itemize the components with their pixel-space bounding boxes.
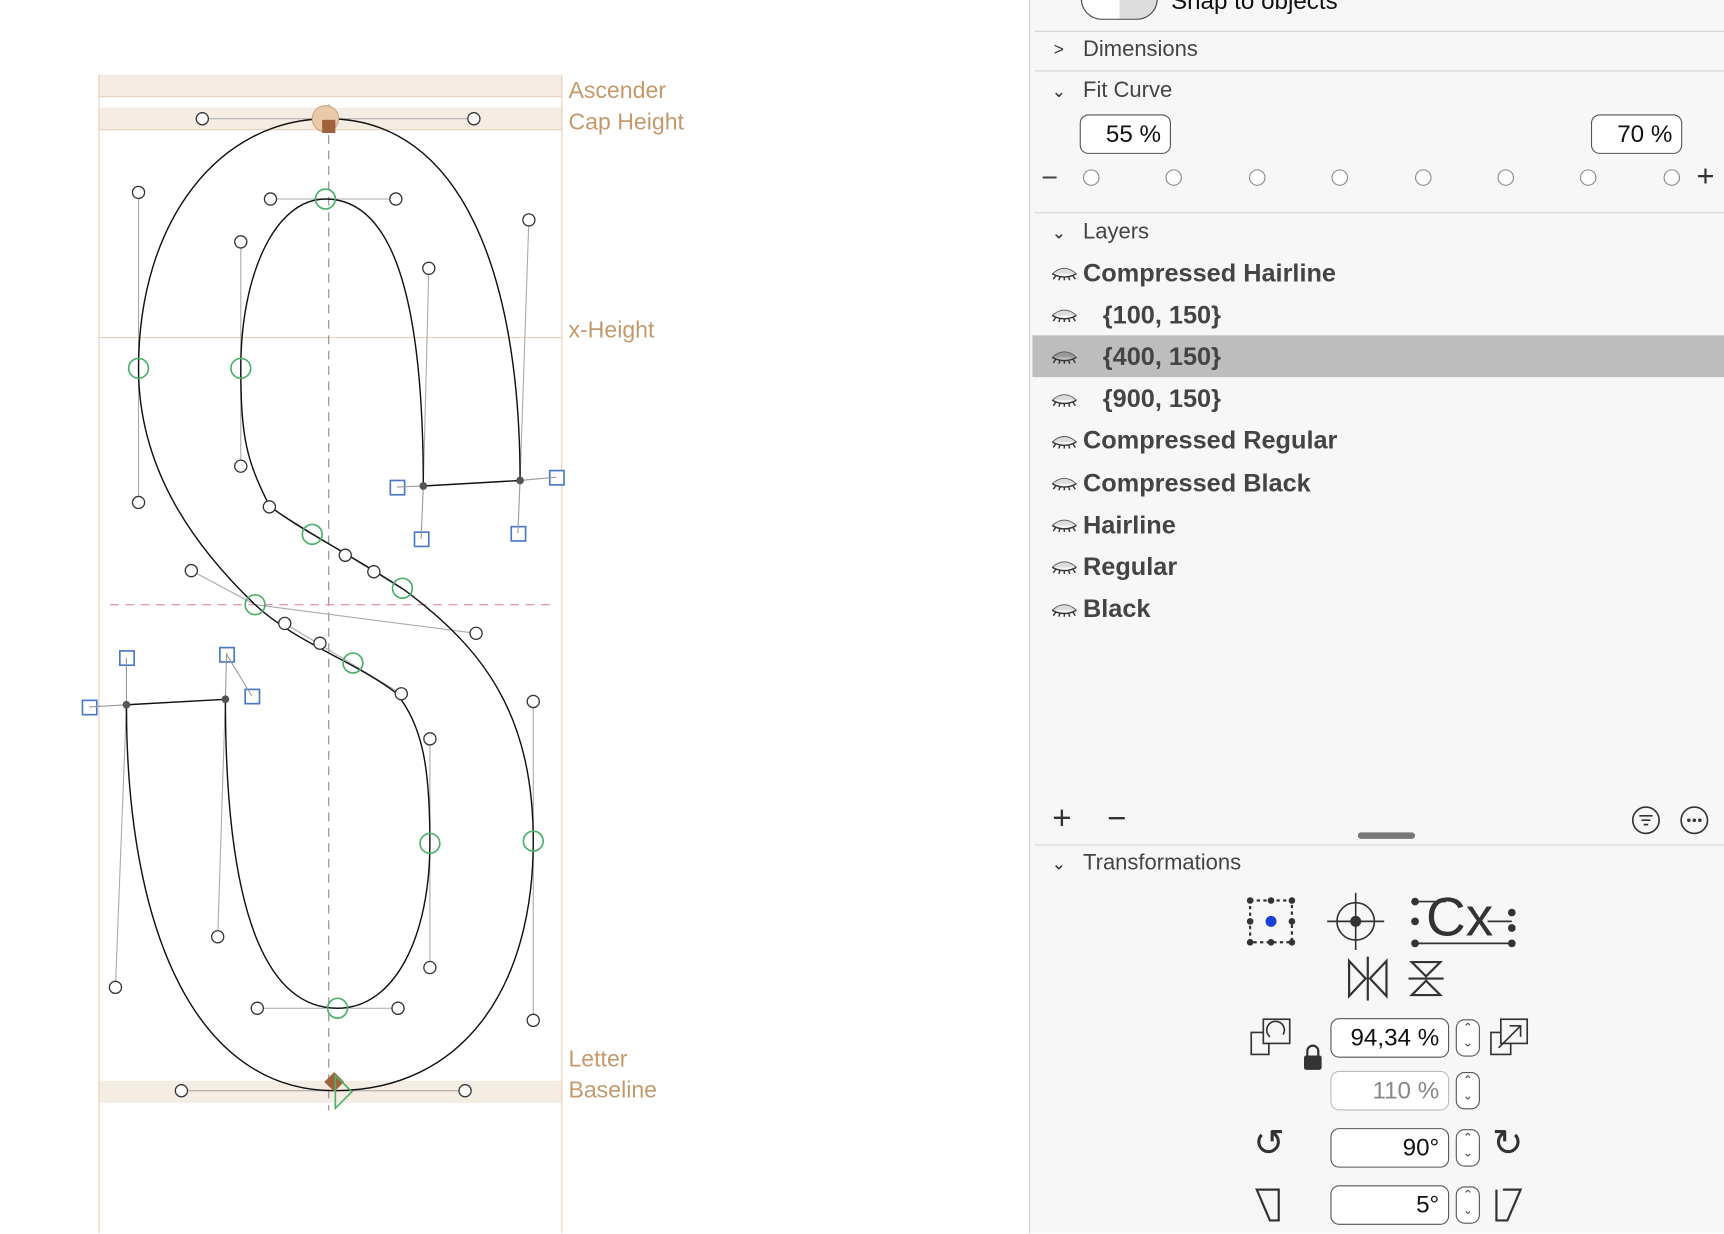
- lock-icon[interactable]: [1303, 1044, 1323, 1071]
- scale-down-icon[interactable]: [1250, 1017, 1292, 1057]
- fit-curve-max-field[interactable]: 70 %: [1590, 114, 1683, 154]
- layer-item[interactable]: Compressed Hairline: [1032, 252, 1724, 294]
- chevron-down-icon: ⌄: [1051, 81, 1067, 101]
- ascender-label: Ascender: [568, 78, 666, 104]
- snap-toggle[interactable]: [1080, 0, 1158, 20]
- baseline-label: Baseline: [568, 1077, 658, 1103]
- fit-curve-step[interactable]: [1083, 169, 1100, 186]
- rotate-cw-icon[interactable]: ↻: [1492, 1122, 1524, 1165]
- remove-layer-button[interactable]: −: [1107, 800, 1127, 837]
- layer-item[interactable]: {900, 150}: [1032, 378, 1724, 420]
- layer-name: {400, 150}: [1102, 341, 1221, 371]
- fit-curve-minus-button[interactable]: −: [1041, 160, 1058, 194]
- layer-name: Compressed Regular: [1083, 425, 1338, 455]
- baseline-band: [98, 1080, 562, 1103]
- rotate-field[interactable]: 90°: [1330, 1128, 1450, 1168]
- section-label: Fit Curve: [1083, 78, 1173, 103]
- fit-curve-step[interactable]: [1663, 169, 1680, 186]
- eye-closed-icon[interactable]: [1050, 433, 1079, 449]
- more-options-icon[interactable]: [1680, 806, 1709, 835]
- fit-curve-min-field[interactable]: 55 %: [1079, 114, 1171, 154]
- scale-x-field[interactable]: 94,34 %: [1330, 1018, 1450, 1058]
- layer-item[interactable]: {100, 150}: [1032, 294, 1724, 336]
- fit-curve-step[interactable]: [1580, 169, 1597, 186]
- eye-closed-icon[interactable]: [1050, 265, 1079, 281]
- scale-y-field[interactable]: 110 %: [1330, 1070, 1450, 1111]
- section-fit-curve[interactable]: ⌄ Fit Curve: [1050, 78, 1172, 103]
- eye-closed-icon[interactable]: [1050, 475, 1079, 491]
- section-layers[interactable]: ⌄ Layers: [1050, 220, 1149, 245]
- slant-stepper[interactable]: ⌃ ⌄: [1455, 1186, 1480, 1224]
- layer-item[interactable]: Regular: [1032, 546, 1724, 588]
- eye-closed-icon[interactable]: [1050, 349, 1079, 365]
- fit-curve-step[interactable]: [1414, 169, 1432, 186]
- chevron-right-icon: >: [1053, 40, 1064, 59]
- scale-x-stepper[interactable]: ⌃ ⌄: [1455, 1019, 1480, 1057]
- on-curve-nodes: [127, 188, 544, 1019]
- scale-up-icon[interactable]: [1490, 1017, 1530, 1057]
- metrics-icon-text: Cx: [1426, 886, 1494, 948]
- layer-item[interactable]: Compressed Regular: [1032, 420, 1724, 462]
- inspector-panel: Snap to objects > Dimensions ⌄ Fit Curve 5…: [1029, 0, 1724, 1234]
- chevron-down-icon: ⌄: [1051, 854, 1067, 874]
- layer-name: Compressed Black: [1083, 467, 1311, 497]
- layer-item[interactable]: Hairline: [1032, 504, 1724, 546]
- layer-name: Black: [1083, 593, 1151, 623]
- fit-curve-step[interactable]: [1497, 169, 1515, 186]
- chevron-down-icon: ⌄: [1051, 223, 1067, 243]
- layer-item[interactable]: Compressed Black: [1032, 462, 1724, 504]
- slant-left-icon[interactable]: [1255, 1187, 1286, 1222]
- fit-curve-step[interactable]: [1331, 169, 1349, 186]
- eye-closed-icon[interactable]: [1050, 391, 1079, 407]
- layer-name: {100, 150}: [1102, 299, 1221, 329]
- slant-field[interactable]: 5°: [1330, 1185, 1450, 1225]
- slant-right-icon[interactable]: [1492, 1187, 1523, 1222]
- resize-handle[interactable]: [1357, 832, 1416, 839]
- rotate-ccw-icon[interactable]: ↺: [1253, 1122, 1285, 1165]
- rotate-stepper[interactable]: ⌃ ⌄: [1455, 1129, 1480, 1167]
- section-label: Layers: [1083, 219, 1150, 245]
- eye-closed-icon[interactable]: [1050, 601, 1079, 617]
- letter-label: Letter: [568, 1046, 628, 1073]
- snap-label: Snap to objects: [1170, 0, 1338, 15]
- layer-name: {900, 150}: [1102, 383, 1221, 413]
- transform-origin-icon[interactable]: [1246, 896, 1297, 947]
- fit-curve-plus-button[interactable]: +: [1696, 158, 1715, 193]
- layer-name: Hairline: [1083, 509, 1176, 539]
- eye-closed-icon[interactable]: [1050, 307, 1079, 323]
- fit-curve-step[interactable]: [1248, 169, 1266, 186]
- section-transformations[interactable]: ⌄ Transformations: [1050, 851, 1241, 876]
- layer-name: Regular: [1083, 551, 1178, 581]
- layer-name: Compressed Hairline: [1083, 257, 1336, 287]
- cap-height-label: Cap Height: [568, 109, 684, 136]
- glyph-canvas[interactable]: Ascender Cap Height x-Height Letter Base…: [0, 0, 1030, 1234]
- fit-curve-step[interactable]: [1165, 169, 1183, 186]
- eye-closed-icon[interactable]: [1050, 517, 1079, 533]
- flip-vertical-icon[interactable]: [1406, 959, 1446, 999]
- ascender-band: [98, 74, 562, 97]
- filter-icon[interactable]: [1631, 806, 1661, 835]
- layer-item[interactable]: {400, 150}: [1032, 335, 1724, 378]
- x-height-label: x-Height: [568, 317, 655, 344]
- glyph-drawing[interactable]: [0, 0, 1029, 1234]
- section-label: Dimensions: [1083, 37, 1198, 62]
- metrics-icon[interactable]: Cx: [1411, 886, 1521, 950]
- section-label: Transformations: [1083, 851, 1242, 876]
- layer-item[interactable]: Black: [1032, 588, 1724, 630]
- flip-horizontal-icon[interactable]: [1347, 954, 1389, 1002]
- scale-y-stepper[interactable]: ⌃ ⌄: [1455, 1072, 1480, 1110]
- eye-closed-icon[interactable]: [1050, 559, 1079, 575]
- section-dimensions[interactable]: > Dimensions: [1050, 37, 1198, 62]
- add-layer-button[interactable]: +: [1052, 800, 1072, 837]
- crosshair-icon[interactable]: [1327, 892, 1385, 950]
